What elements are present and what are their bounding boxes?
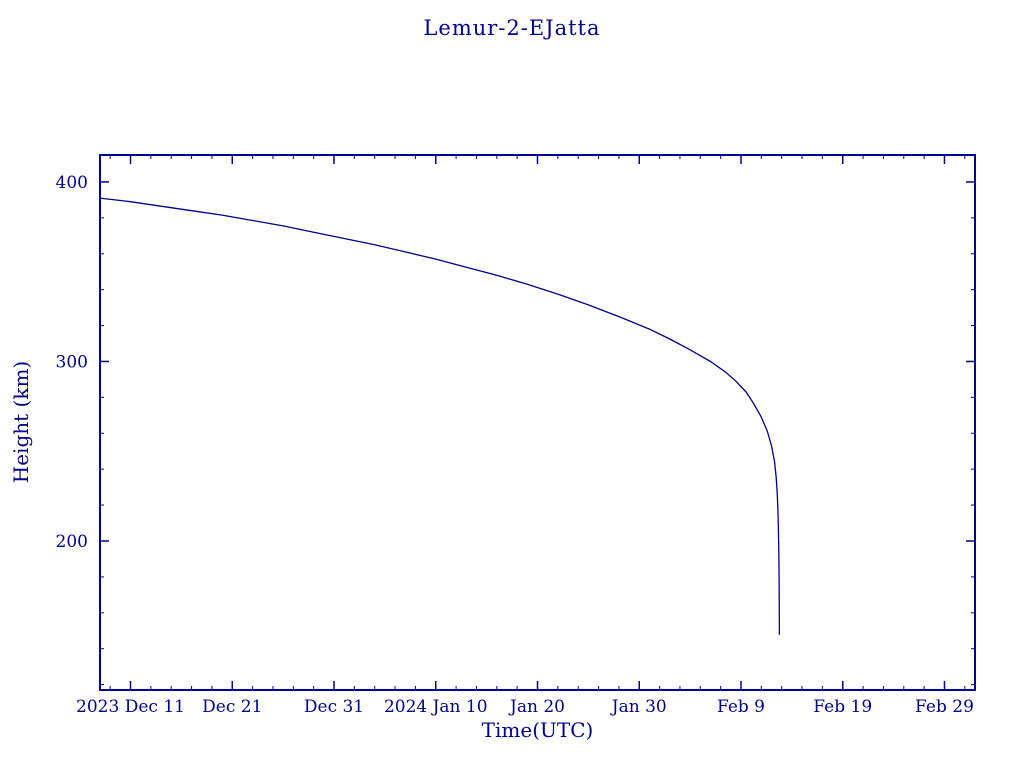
x-tick-label: Jan 30 — [610, 697, 667, 717]
x-tick-label: 2024 Jan 10 — [384, 697, 488, 717]
height-curve — [99, 197, 781, 635]
x-axis-title: Time(UTC) — [481, 718, 594, 742]
x-tick-label: Dec 31 — [304, 697, 364, 717]
y-tick-label: 200 — [56, 532, 88, 552]
axes-frame — [99, 154, 976, 691]
x-tick-label: Jan 20 — [508, 697, 565, 717]
x-tick-label: Feb 19 — [813, 697, 872, 717]
y-tick-label: 300 — [56, 352, 88, 372]
x-tick-label: 2023 Dec 11 — [76, 697, 185, 717]
x-tick-label: Feb 9 — [717, 697, 765, 717]
y-tick-label: 400 — [56, 173, 88, 193]
chart-title: Lemur-2-EJatta — [423, 16, 601, 40]
x-tick-label: Feb 29 — [915, 697, 974, 717]
x-tick-label: Dec 21 — [202, 697, 262, 717]
